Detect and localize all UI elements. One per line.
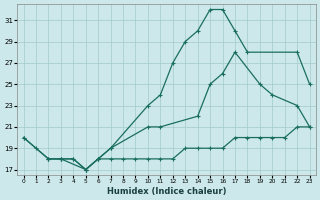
X-axis label: Humidex (Indice chaleur): Humidex (Indice chaleur): [107, 187, 226, 196]
